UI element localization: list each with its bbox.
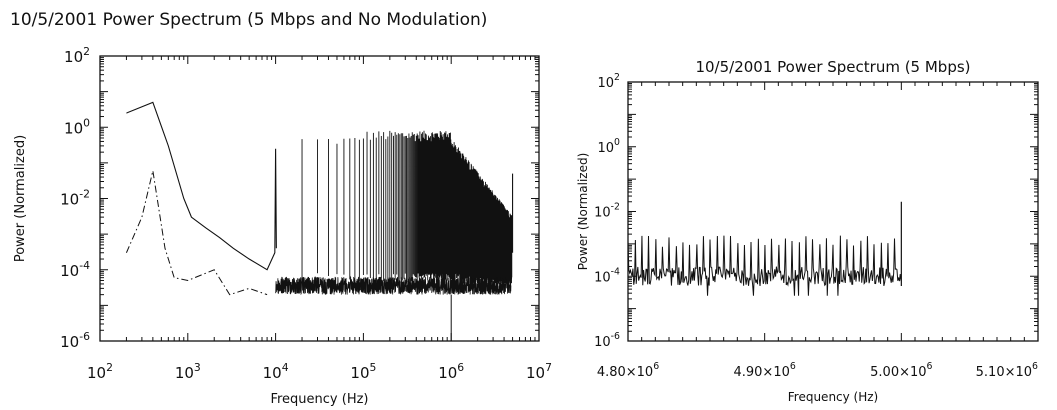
chart2-xtick-label: 5.10×106 — [976, 361, 1038, 380]
chart2-series-solid — [627, 235, 902, 296]
chart1-xlabel: Frequency (Hz) — [270, 392, 368, 407]
chart2-ytick-label: 10-2 — [594, 202, 620, 221]
chart1-series-solid-low — [126, 101, 277, 271]
chart2-title: 10/5/2001 Power Spectrum (5 Mbps) — [695, 58, 970, 76]
chart1-xtick-label: 102 — [87, 361, 113, 382]
chart2-xtick-label: 5.00×106 — [870, 361, 932, 380]
chart1-series-dashdot — [125, 170, 268, 296]
chart1-xtick-label: 105 — [350, 361, 376, 382]
chart1-xtick-label: 104 — [263, 361, 289, 382]
chart1-xtick-label: 107 — [526, 361, 552, 382]
chart1-ytick-label: 100 — [64, 116, 90, 137]
chart1-series-dotted — [275, 275, 512, 296]
chart2-ylabel: Power (Normalized) — [576, 153, 590, 271]
chart2-ytick-label: 10-4 — [594, 266, 620, 285]
chart1-xtick-label: 106 — [438, 361, 464, 382]
chart2-ytick-label: 102 — [598, 72, 621, 91]
chart2-xtick-label: 4.90×106 — [733, 361, 795, 380]
chart2-xlabel: Frequency (Hz) — [788, 390, 879, 404]
chart2-ytick-label: 10-6 — [594, 331, 620, 350]
chart2-ytick-label: 100 — [598, 137, 621, 156]
chart1-ylabel: Power (Normalized) — [13, 135, 28, 262]
chart2-frame — [627, 81, 1039, 342]
chart1-ytick-label: 10-2 — [60, 188, 90, 209]
chart2-xtick-label: 4.80×106 — [597, 361, 659, 380]
chart1-series-solid-spikes — [301, 130, 513, 284]
chart1-xtick-label: 103 — [175, 361, 201, 382]
chart1-ytick-label: 10-4 — [60, 259, 90, 280]
chart1-title: 10/5/2001 Power Spectrum (5 Mbps and No … — [10, 10, 487, 30]
chart1-ytick-label: 10-6 — [60, 330, 90, 351]
chart1-ytick-label: 102 — [64, 45, 90, 66]
